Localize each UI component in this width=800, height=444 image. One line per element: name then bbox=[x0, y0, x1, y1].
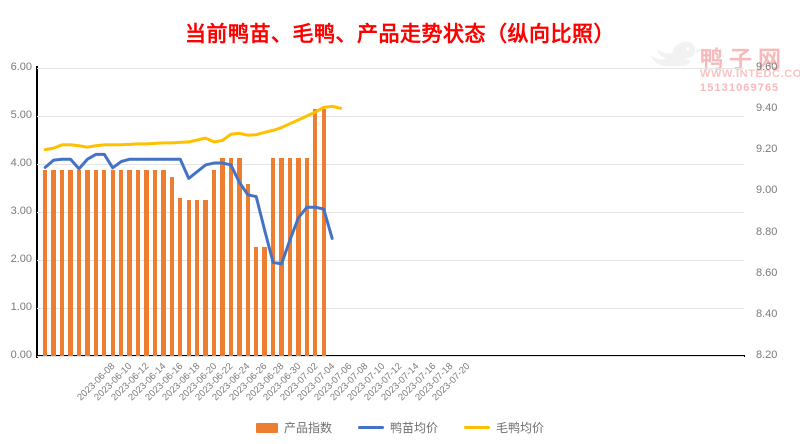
bar bbox=[102, 169, 107, 356]
gridline bbox=[37, 260, 744, 261]
y-axis-left-tick-label: 2.00 bbox=[10, 253, 32, 265]
bar bbox=[313, 108, 318, 356]
y-axis-right-tick-label: 8.60 bbox=[756, 266, 778, 279]
line-maoya-average-price bbox=[43, 104, 343, 152]
gridline bbox=[37, 308, 744, 309]
legend-item[interactable]: 毛鸭均价 bbox=[464, 419, 544, 436]
y-axis-left-tick-label: 1.00 bbox=[10, 301, 32, 313]
bar bbox=[237, 158, 242, 356]
bar bbox=[68, 169, 73, 356]
y-axis-right-tick-label: 8.20 bbox=[756, 349, 778, 361]
y-axis-left-tick-label: 3.00 bbox=[10, 205, 32, 217]
y-axis-right-tick-label: 9.60 bbox=[756, 61, 778, 73]
y-axis-left-tick-label: 5.00 bbox=[10, 109, 32, 121]
y-axis-right-tick-label: 8.80 bbox=[756, 225, 778, 238]
bar bbox=[279, 158, 284, 356]
bar bbox=[152, 169, 158, 356]
bar bbox=[59, 169, 65, 356]
bar bbox=[194, 200, 200, 356]
legend-item-label: 鸭苗均价 bbox=[389, 421, 438, 435]
bar bbox=[203, 200, 208, 356]
bar bbox=[118, 169, 124, 356]
y-axis-left-tick-label: 0.00 bbox=[10, 349, 32, 361]
y-axis-right-tick-label: 9.40 bbox=[756, 102, 778, 115]
bar bbox=[304, 158, 310, 356]
bar bbox=[51, 169, 56, 356]
legend-bar-swatch-icon bbox=[255, 422, 278, 433]
bar bbox=[76, 169, 82, 356]
bar bbox=[186, 200, 191, 356]
gridline bbox=[37, 356, 744, 357]
legend: 产品指数 鸭苗均价 毛鸭均价 bbox=[0, 419, 800, 436]
line-series-layer bbox=[43, 104, 343, 266]
bar bbox=[127, 169, 132, 356]
page-title: 当前鸭苗、毛鸭、产品走势状态（纵向比照） bbox=[185, 23, 615, 46]
legend-line-swatch-icon bbox=[357, 426, 384, 429]
legend-item[interactable]: 鸭苗均价 bbox=[357, 419, 438, 436]
line-yamiao-average-price bbox=[43, 152, 334, 266]
bar bbox=[287, 158, 293, 356]
gridline bbox=[37, 116, 744, 117]
bar bbox=[254, 246, 259, 356]
bar bbox=[211, 169, 217, 356]
bar bbox=[228, 158, 234, 356]
legend-item[interactable]: 产品指数 bbox=[255, 419, 332, 436]
bar bbox=[220, 158, 225, 356]
plot-area bbox=[37, 68, 744, 357]
legend-line-swatch-icon bbox=[464, 426, 490, 429]
legend-item-label: 产品指数 bbox=[283, 421, 332, 435]
bar bbox=[144, 169, 149, 356]
gridline bbox=[37, 68, 744, 69]
gridline bbox=[37, 212, 744, 213]
bar bbox=[169, 177, 174, 356]
y-axis-right-tick-label: 9.20 bbox=[756, 143, 778, 156]
y-axis-left-tick-label: 6.00 bbox=[10, 61, 32, 73]
bar bbox=[296, 158, 301, 356]
bar bbox=[161, 169, 166, 356]
legend-item-label: 毛鸭均价 bbox=[496, 421, 545, 435]
bar bbox=[262, 246, 267, 356]
bar bbox=[135, 169, 141, 356]
y-axis-right-tick-label: 8.40 bbox=[756, 307, 778, 320]
bar bbox=[245, 184, 250, 356]
gridline bbox=[37, 164, 744, 165]
bar bbox=[85, 169, 90, 356]
y-axis-right-tick-label: 9.00 bbox=[756, 184, 778, 197]
bar bbox=[110, 169, 115, 356]
y-axis-left-tick-label: 4.00 bbox=[10, 157, 32, 169]
bar bbox=[93, 169, 99, 356]
bar bbox=[178, 197, 183, 356]
bar bbox=[43, 169, 48, 356]
bar bbox=[321, 108, 326, 356]
